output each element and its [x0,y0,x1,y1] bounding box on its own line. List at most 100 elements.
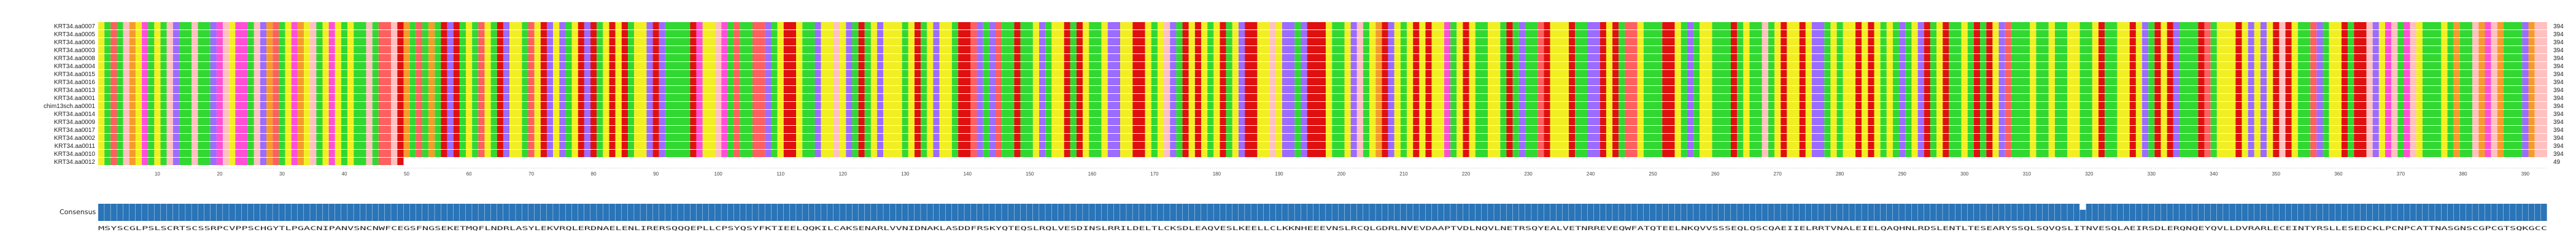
residue-block [1220,30,1226,37]
sequence-name[interactable]: KRT34.aa0012 [54,159,96,166]
residue-block [715,94,722,101]
residue-block [378,86,392,93]
residue-block [565,126,572,133]
residue-block [1911,126,1918,133]
residue-block [1911,38,1918,45]
sequence-name[interactable]: KRT34.aa0016 [54,79,96,86]
residue-block [553,22,560,29]
residue-block [1332,110,1345,117]
residue-block [2048,38,2055,45]
residue-block [1070,30,1077,37]
residue-block [2216,118,2236,125]
residue-block [1064,54,1070,61]
residue-block [1344,30,1351,37]
sequence-name[interactable]: KRT34.aa0011 [55,143,96,150]
residue-block [2267,22,2273,29]
residue-block [172,142,179,149]
residue-block [341,78,348,85]
sequence-name[interactable]: KRT34.aa0008 [54,55,96,62]
residue-block [1238,94,1245,101]
residue-block [2254,70,2261,77]
residue-block [1986,62,1993,69]
residue-block [2241,110,2248,117]
residue-block [796,134,803,141]
residue-block [229,54,236,61]
sequence-name[interactable]: KRT34.aa0013 [54,87,96,94]
residue-block [1450,38,1457,45]
residue-block [870,126,878,133]
residue-block [1032,142,1040,149]
residue-block [534,86,541,93]
residue-block [1176,142,1183,149]
residue-block [2422,78,2442,85]
residue-block [1388,118,1394,125]
residue-block [2453,30,2460,37]
residue-block [2054,54,2068,61]
residue-block [1400,110,1407,117]
residue-block [484,78,491,85]
residue-block [1681,38,1687,45]
sequence-name[interactable]: KRT34.aa0015 [54,71,96,78]
residue-block [559,134,566,141]
residue-block [1992,54,1999,61]
residue-block [1537,30,1544,37]
residue-block [634,118,647,125]
residue-block [1456,134,1463,141]
residue-block [229,102,236,109]
residue-block [335,110,341,117]
sequence-name[interactable]: chim13sch.aa0001 [44,103,95,110]
residue-block [1375,22,1382,29]
sequence-name[interactable]: KRT34.aa0014 [54,111,96,118]
residue-block [2297,38,2311,45]
residue-block [834,86,840,93]
residue-block [1961,30,1968,37]
alignment-row [98,38,2547,45]
sequence-name[interactable]: KRT34.aa0005 [54,31,96,38]
residue-block [2273,102,2280,109]
residue-block [1681,134,1687,141]
residue-block [1238,70,1245,77]
residue-block [1787,38,1800,45]
residue-block [2354,86,2367,93]
residue-block [1326,54,1332,61]
residue-block [571,86,578,93]
sequence-name[interactable]: KRT34.aa0004 [54,63,96,70]
residue-block [765,22,772,29]
residue-block [1164,54,1170,61]
residue-block [2036,102,2049,109]
sequence-name[interactable]: KRT34.aa0017 [54,127,96,134]
residue-block [1917,54,1924,61]
residue-block [1967,22,1974,29]
residue-block [933,78,940,85]
sequence-name[interactable]: KRT34.aa0003 [54,47,96,54]
residue-block [1892,134,1900,141]
residue-block [590,22,597,29]
residue-block [1350,142,1357,149]
residue-block [1731,118,1738,125]
residue-block [652,38,659,45]
residue-block [1363,54,1370,61]
residue-block [2036,46,2049,53]
residue-block [1051,78,1064,85]
residue-block [2422,46,2442,53]
sequence-name[interactable]: KRT34.aa0009 [54,119,96,126]
residue-block [297,30,304,37]
sequence-name[interactable]: KRT34.aa0002 [54,135,96,142]
residue-block [1463,70,1469,77]
sequence-name[interactable]: KRT34.aa0001 [54,95,96,102]
residue-block [2297,30,2311,37]
residue-block [2316,118,2323,125]
sequence-name[interactable]: KRT34.aa0007 [54,23,96,30]
residue-block [1307,94,1326,101]
residue-block [2297,110,2311,117]
residue-block [1350,46,1357,53]
residue-block [2441,78,2448,85]
residue-block [1830,78,1837,85]
residue-block [777,38,784,45]
residue-block [2273,86,2280,93]
residue-block [995,30,1002,37]
sequence-name[interactable]: KRT34.aa0010 [54,151,96,158]
residue-block [253,110,260,117]
residue-block [310,102,317,109]
sequence-name[interactable]: KRT34.aa0006 [54,39,96,46]
